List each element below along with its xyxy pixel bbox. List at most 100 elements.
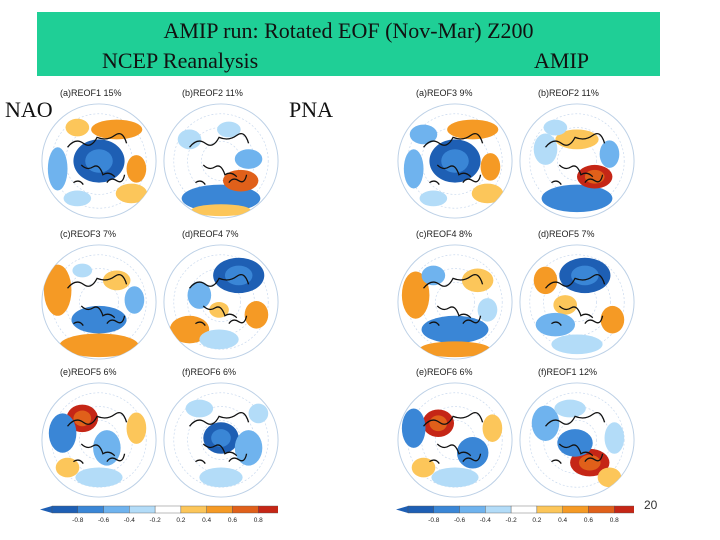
anomaly-blob [126, 412, 147, 444]
anomaly-blob [59, 333, 139, 358]
ncep-subtitle: NCEP Reanalysis [102, 48, 259, 73]
colorbar-arrow-low [40, 506, 52, 513]
colorbar-tick-label: -0.6 [98, 517, 110, 524]
panel-label: (c)REOF4 8% [416, 229, 473, 239]
anomaly-blob [222, 169, 259, 192]
panel-label: (a)REOF3 9% [416, 88, 473, 98]
polar-map [41, 244, 157, 360]
coastline [423, 274, 484, 326]
anomaly-blob [461, 268, 494, 293]
anomaly-blob [421, 265, 446, 286]
anomaly-blob [456, 437, 489, 469]
anomaly-blob [102, 270, 131, 291]
anomaly-blob [55, 457, 80, 478]
polar-map [519, 382, 635, 498]
ncep-eof-panel: (c)REOF3 7% [38, 229, 160, 361]
anomaly-blob [599, 140, 620, 168]
colorbar-swatch [206, 505, 233, 514]
coastline [67, 412, 128, 464]
colorbar-swatch [51, 505, 78, 514]
anomaly-blob [557, 429, 593, 457]
amip-eof-panel: (b)REOF2 11% [516, 88, 638, 220]
colorbar-tick-label: -0.6 [454, 517, 466, 524]
anomaly-blob [244, 301, 269, 329]
pna-label: PNA [289, 97, 334, 122]
anomaly-blob [248, 403, 269, 424]
colorbar-swatch [154, 505, 182, 514]
anomaly-blob [480, 153, 501, 181]
anomaly-blob [126, 155, 147, 183]
colorbar-ncep: -0.8 -0.6 -0.4 -0.2 0.2 0.4 0.6 0.8 [40, 505, 278, 524]
amip-eof-panel: (a)REOF3 9% [394, 88, 516, 220]
polar-map [397, 244, 513, 360]
panel-label: (e)REOF6 6% [416, 367, 473, 377]
coastline [67, 274, 128, 326]
slide-number: 20 [644, 498, 658, 512]
anomaly-blob [409, 124, 438, 145]
colorbar-swatch [77, 505, 104, 514]
anomaly-blob [600, 305, 625, 334]
colorbar-swatch [536, 505, 563, 514]
anomaly-blob [73, 410, 92, 427]
colorbar-tick-label: 0.2 [176, 517, 185, 524]
coastline [189, 412, 250, 464]
coastline [423, 412, 484, 464]
anomaly-blob [91, 119, 143, 140]
colorbar-swatch [129, 505, 156, 514]
coastline [423, 133, 484, 185]
colorbar-tick-label: 0.6 [228, 517, 237, 524]
colorbar-tick-label: 0.6 [584, 517, 593, 524]
polar-map [41, 103, 157, 219]
colorbar-swatch [562, 505, 589, 514]
anomaly-blob [187, 281, 212, 309]
anomaly-blob [48, 413, 77, 453]
colorbar-arrow-low [396, 506, 408, 513]
polar-map [163, 103, 279, 219]
coastline [545, 274, 606, 326]
panel-label: (c)REOF3 7% [60, 229, 117, 239]
colorbar-swatch [459, 505, 486, 514]
colorbar-swatch [433, 505, 460, 514]
colorbar-tick-label: 0.8 [610, 517, 619, 524]
anomaly-blob [447, 119, 499, 140]
coastline [67, 133, 128, 185]
anomaly-blob [185, 399, 214, 418]
anomaly-blob [115, 183, 148, 204]
anomaly-blob [85, 149, 113, 173]
anomaly-blob [234, 430, 263, 466]
panel-label: (f)REOF1 12% [538, 367, 598, 377]
polar-map [41, 382, 157, 498]
panel-label: (d)REOF5 7% [538, 229, 595, 239]
anomaly-blob [543, 119, 568, 136]
anomaly-blob [177, 129, 202, 150]
polar-map [163, 382, 279, 498]
coastline [545, 412, 606, 464]
anomaly-blob [419, 190, 448, 207]
anomaly-blob [551, 334, 603, 355]
anomaly-blob [482, 414, 503, 442]
colorbar-swatch [510, 505, 538, 514]
anomaly-blob [199, 329, 239, 350]
anomaly-blob [43, 264, 72, 316]
anomaly-blob [535, 312, 576, 337]
amip-eof-panel: (c)REOF4 8% [394, 229, 516, 361]
coastline [189, 274, 250, 326]
anomaly-blob [419, 341, 491, 358]
anomaly-blob [554, 399, 586, 418]
title-banner: AMIP run: Rotated EOF (Nov-Mar) Z200 NCE… [37, 12, 660, 76]
anomaly-blob [477, 298, 498, 322]
anomaly-blob [531, 405, 560, 441]
panel-label: (f)REOF6 6% [182, 367, 237, 377]
amip-eof-panel: (d)REOF5 7% [516, 229, 638, 361]
anomaly-blob [211, 429, 231, 447]
anomaly-blob [571, 265, 599, 286]
anomaly-blob [234, 149, 263, 169]
colorbar-swatch [588, 505, 615, 514]
polar-map [163, 244, 279, 360]
colorbar-swatch [180, 505, 207, 514]
anomaly-blob [63, 190, 92, 207]
anomaly-blob [431, 467, 479, 488]
colorbar-swatch [232, 505, 259, 514]
colorbar-tick-label: -0.8 [428, 517, 440, 524]
anomaly-blob [441, 149, 469, 173]
